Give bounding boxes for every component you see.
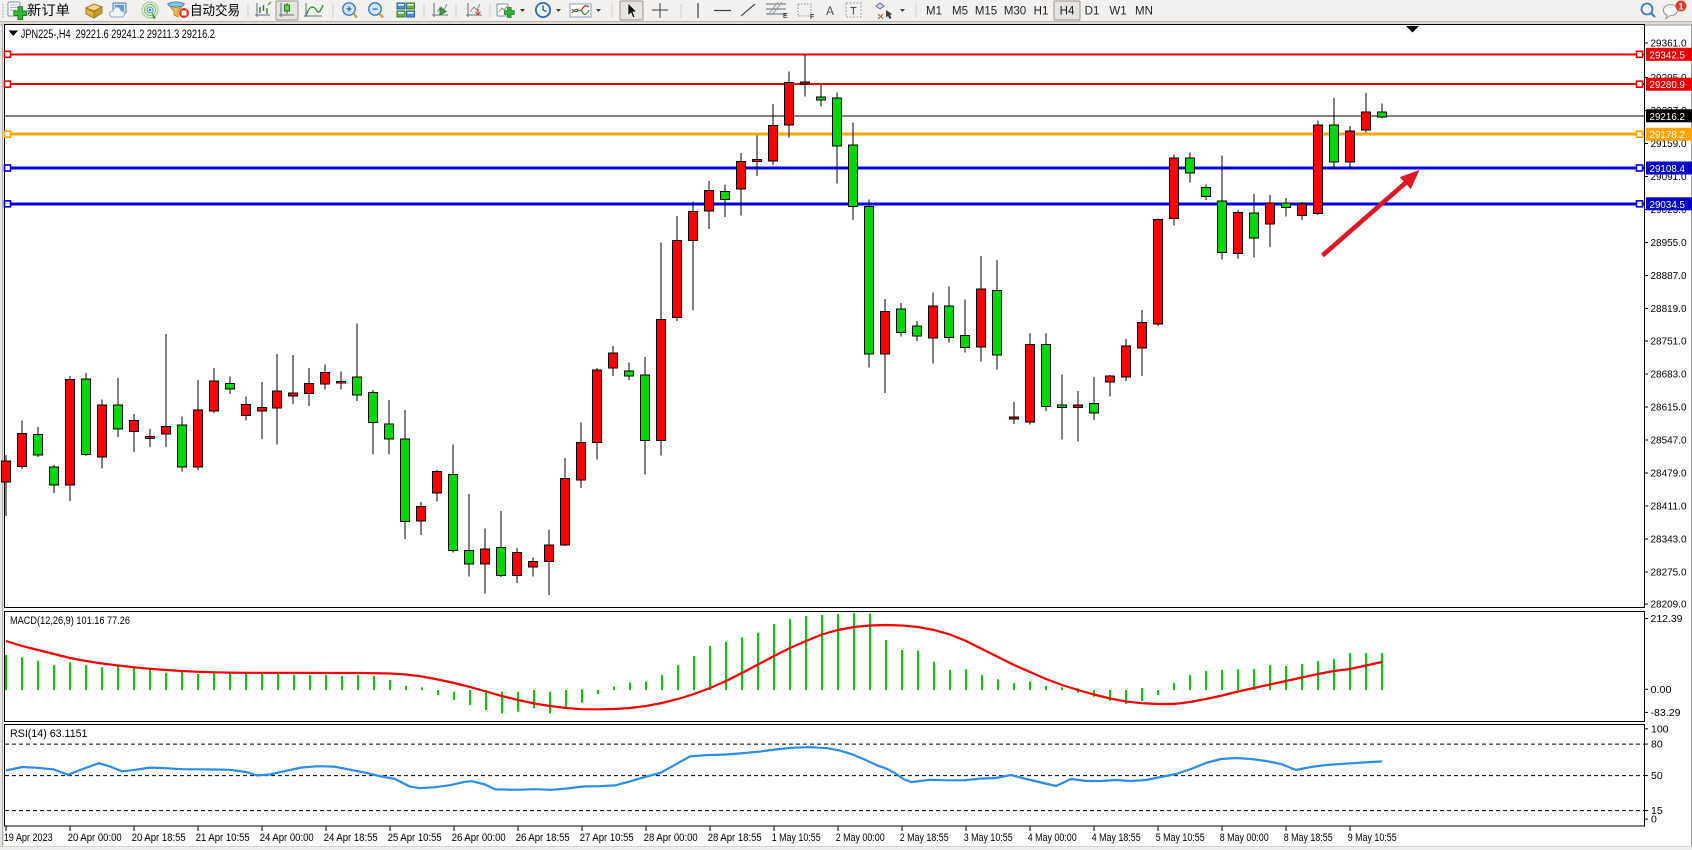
svg-text:28955.0: 28955.0 [1651, 237, 1687, 249]
svg-text:19 Apr 2023: 19 Apr 2023 [4, 832, 53, 844]
svg-text:29108.4: 29108.4 [1650, 163, 1686, 175]
svg-text:212.39: 212.39 [1651, 613, 1683, 625]
svg-text:27 Apr 10:55: 27 Apr 10:55 [580, 832, 634, 844]
svg-text:新订单: 新订单 [27, 3, 70, 18]
svg-text:1: 1 [1678, 2, 1683, 12]
svg-text:28 Apr 00:00: 28 Apr 00:00 [644, 832, 698, 844]
svg-text:RSI(14) 63.1151: RSI(14) 63.1151 [10, 728, 88, 740]
svg-text:2 May 18:55: 2 May 18:55 [900, 832, 949, 844]
svg-text:自动交易: 自动交易 [190, 2, 240, 18]
svg-text:20 Apr 18:55: 20 Apr 18:55 [132, 832, 186, 844]
svg-text:8 May 00:00: 8 May 00:00 [1220, 832, 1269, 844]
svg-text:2 May 00:00: 2 May 00:00 [836, 832, 885, 844]
svg-text:A: A [826, 4, 834, 18]
svg-text:28887.0: 28887.0 [1651, 270, 1687, 282]
svg-text:+: + [346, 5, 352, 16]
svg-text:28 Apr 18:55: 28 Apr 18:55 [708, 832, 762, 844]
svg-text:3 May 10:55: 3 May 10:55 [964, 832, 1013, 844]
svg-text:5 May 10:55: 5 May 10:55 [1156, 832, 1205, 844]
svg-text:25 Apr 10:55: 25 Apr 10:55 [388, 832, 442, 844]
svg-text:26 Apr 18:55: 26 Apr 18:55 [516, 832, 570, 844]
svg-text:H1: H1 [1034, 6, 1049, 18]
svg-text:24 Apr 00:00: 24 Apr 00:00 [260, 832, 314, 844]
svg-text:0: 0 [1651, 814, 1657, 826]
svg-text:100: 100 [1651, 723, 1669, 735]
svg-text:26 Apr 00:00: 26 Apr 00:00 [452, 832, 506, 844]
svg-text:E: E [783, 13, 788, 20]
svg-text:0.00: 0.00 [1651, 684, 1672, 696]
svg-text:4 May 18:55: 4 May 18:55 [1092, 832, 1141, 844]
svg-text:MN: MN [1135, 6, 1153, 18]
svg-text:15: 15 [1651, 805, 1663, 817]
svg-text:28751.0: 28751.0 [1651, 336, 1687, 348]
svg-text:24 Apr 18:55: 24 Apr 18:55 [324, 832, 378, 844]
svg-text:W1: W1 [1109, 6, 1126, 18]
svg-text:H4: H4 [1060, 6, 1075, 18]
svg-text:T: T [850, 6, 857, 18]
svg-text:29280.9: 29280.9 [1650, 79, 1686, 91]
svg-text:M30: M30 [1004, 6, 1026, 18]
svg-text:29216.2: 29216.2 [1650, 111, 1686, 123]
svg-text:20 Apr 00:00: 20 Apr 00:00 [68, 832, 122, 844]
svg-text:1 May 10:55: 1 May 10:55 [772, 832, 821, 844]
svg-text:M1: M1 [926, 6, 942, 18]
svg-text:8 May 18:55: 8 May 18:55 [1284, 832, 1333, 844]
svg-text:M5: M5 [952, 6, 968, 18]
svg-text:29034.5: 29034.5 [1650, 199, 1686, 211]
svg-text:-83.29: -83.29 [1651, 707, 1681, 719]
svg-text:28615.0: 28615.0 [1651, 402, 1687, 414]
svg-text:−: − [372, 5, 378, 16]
svg-text:29178.2: 29178.2 [1650, 129, 1686, 141]
svg-text:28343.0: 28343.0 [1651, 534, 1687, 546]
svg-text:28479.0: 28479.0 [1651, 468, 1687, 480]
svg-text:50: 50 [1651, 770, 1663, 782]
svg-text:D1: D1 [1085, 6, 1100, 18]
svg-text:F: F [810, 14, 814, 21]
svg-text:80: 80 [1651, 739, 1663, 751]
svg-text:4 May 00:00: 4 May 00:00 [1028, 832, 1077, 844]
svg-text:28209.0: 28209.0 [1651, 599, 1687, 611]
svg-text:9 May 10:55: 9 May 10:55 [1348, 832, 1397, 844]
svg-text:29159.0: 29159.0 [1651, 138, 1687, 150]
svg-text:29342.5: 29342.5 [1650, 49, 1686, 61]
svg-text:28819.0: 28819.0 [1651, 303, 1687, 315]
svg-text:MACD(12,26,9) 101.16 77.26: MACD(12,26,9) 101.16 77.26 [10, 615, 130, 627]
svg-text:28275.0: 28275.0 [1651, 567, 1687, 579]
svg-text:28683.0: 28683.0 [1651, 369, 1687, 381]
svg-text:JPN225-,H4 29221.6 29241.2 29: JPN225-,H4 29221.6 29241.2 29211.3 29216… [21, 29, 215, 41]
svg-text:M15: M15 [975, 6, 997, 18]
svg-text:29361.0: 29361.0 [1651, 38, 1687, 50]
svg-text:28411.0: 28411.0 [1651, 501, 1687, 513]
svg-text:28547.0: 28547.0 [1651, 435, 1687, 447]
svg-text:21 Apr 10:55: 21 Apr 10:55 [196, 832, 250, 844]
